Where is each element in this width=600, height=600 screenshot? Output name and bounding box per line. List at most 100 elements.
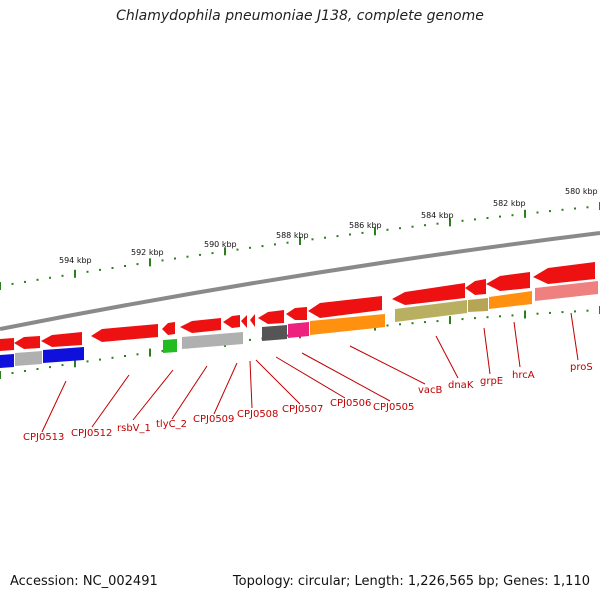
ruler-major-tick [149, 348, 151, 357]
feature-bar[interactable] [489, 291, 532, 309]
gene-label-CPJ0507[interactable]: CPJ0507 [282, 404, 323, 415]
ruler-minor-tick [586, 206, 589, 209]
ruler-minor-tick [461, 318, 464, 321]
ruler-minor-tick [336, 235, 339, 238]
ruler-labels: 580 kbp 582 kbp 584 kbp 586 kbp 588 kbp … [59, 187, 598, 265]
gene-arrow[interactable] [486, 272, 530, 291]
gene-track-forward [0, 262, 595, 351]
gene-arrow[interactable] [14, 336, 40, 349]
ruler-minor-tick [36, 368, 39, 370]
ruler-minor-tick [111, 356, 114, 359]
gene-label-grpE[interactable]: grpE [480, 376, 503, 387]
feature-bar[interactable] [182, 332, 243, 349]
ruler-minor-tick [474, 218, 476, 221]
tick-label-594: 594 kbp [59, 256, 92, 265]
feature-bar[interactable] [310, 314, 385, 335]
gene-labels: proS hrcA grpE dnaK vacB CPJ0505 CPJ0506… [23, 362, 593, 443]
gene-arrow[interactable] [223, 315, 240, 328]
feature-bar[interactable] [43, 347, 84, 363]
tick-label-592: 592 kbp [131, 248, 164, 257]
tick-label-586: 586 kbp [349, 221, 382, 230]
feature-bar[interactable] [535, 281, 598, 301]
ruler-minor-tick [436, 320, 439, 323]
gene-label-vacB[interactable]: vacB [418, 385, 443, 396]
gene-arrow[interactable] [392, 283, 465, 305]
ruler-minor-tick [586, 309, 589, 312]
feature-bar[interactable] [468, 298, 488, 312]
gene-arrow[interactable] [286, 307, 307, 320]
ruler-minor-tick [136, 263, 139, 266]
accession-text: Accession: NC_002491 [10, 574, 158, 589]
gene-label-CPJ0513[interactable]: CPJ0513 [23, 432, 64, 443]
ruler-major-tick [0, 371, 1, 379]
ruler-minor-tick [424, 321, 426, 324]
gene-label-hrcA[interactable]: hrcA [512, 370, 535, 381]
ruler-major-tick [449, 218, 451, 227]
ruler-minor-tick [499, 315, 501, 318]
feature-bar[interactable] [395, 300, 467, 322]
gene-label-CPJ0508[interactable]: CPJ0508 [237, 409, 278, 420]
gene-label-CPJ0509[interactable]: CPJ0509 [193, 414, 234, 425]
feature-bar[interactable] [262, 325, 287, 341]
ruler-minor-tick [186, 255, 189, 258]
ruler-minor-tick [99, 268, 101, 271]
feature-bar[interactable] [288, 322, 309, 338]
ruler-minor-tick [549, 210, 551, 213]
gene-label-rsbV_1[interactable]: rsbV_1 [117, 423, 151, 434]
ruler-minor-tick [124, 355, 126, 357]
gene-arrow[interactable] [91, 324, 158, 342]
gene-label-tlyC_2[interactable]: tlyC_2 [156, 419, 187, 430]
gene-arrow[interactable] [41, 332, 82, 347]
ruler-minor-tick [474, 317, 476, 320]
ruler-minor-tick [124, 265, 126, 267]
ruler-minor-tick [574, 207, 576, 210]
gene-arrow[interactable] [465, 279, 486, 295]
ruler-minor-tick [11, 372, 14, 374]
ruler-minor-tick [461, 219, 464, 222]
ruler-minor-tick [111, 267, 114, 269]
ruler-minor-tick [399, 227, 401, 230]
ruler-ticks-upper [0, 202, 600, 290]
gene-label-proS[interactable]: proS [570, 362, 593, 373]
gene-arrow[interactable] [0, 338, 14, 351]
gene-arrow[interactable] [241, 315, 247, 328]
ruler-minor-tick [11, 282, 14, 285]
ruler-minor-tick [499, 215, 501, 218]
ruler-minor-tick [324, 236, 326, 239]
gene-arrow[interactable] [180, 318, 221, 333]
gene-arrow[interactable] [308, 296, 382, 318]
genome-backbone [0, 231, 600, 331]
ruler-minor-tick [161, 259, 164, 262]
ruler-minor-tick [86, 360, 89, 363]
feature-bar[interactable] [15, 351, 42, 366]
ruler-major-tick [74, 269, 76, 278]
ruler-minor-tick [274, 243, 276, 246]
ruler-minor-tick [36, 278, 39, 281]
gene-label-CPJ0512[interactable]: CPJ0512 [71, 428, 112, 439]
ruler-minor-tick [174, 257, 176, 260]
ruler-minor-tick [161, 349, 164, 352]
feature-bar[interactable] [163, 339, 177, 353]
gene-arrow[interactable] [162, 322, 175, 335]
ruler-minor-tick [286, 241, 289, 244]
tick-label-584: 584 kbp [421, 211, 454, 220]
ruler-minor-tick [511, 314, 514, 317]
gene-arrow[interactable] [533, 262, 595, 284]
tick-label-582: 582 kbp [493, 199, 526, 208]
gene-label-CPJ0505[interactable]: CPJ0505 [373, 402, 414, 413]
ruler-minor-tick [399, 323, 401, 326]
feature-bar[interactable] [0, 354, 14, 368]
gene-label-dnaK[interactable]: dnaK [448, 380, 474, 391]
tick-label-588: 588 kbp [276, 231, 309, 240]
ruler-minor-tick [61, 274, 64, 277]
ruler-minor-tick [349, 233, 351, 236]
ruler-minor-tick [511, 214, 514, 217]
ruler-minor-tick [61, 364, 64, 367]
gene-arrow[interactable] [250, 314, 255, 327]
ruler-major-tick [524, 209, 526, 218]
gene-arrow[interactable] [258, 310, 284, 324]
tick-label-580: 580 kbp [565, 187, 598, 196]
ruler-minor-tick [49, 366, 51, 369]
ruler-minor-tick [536, 312, 539, 315]
gene-label-CPJ0506[interactable]: CPJ0506 [330, 398, 371, 409]
